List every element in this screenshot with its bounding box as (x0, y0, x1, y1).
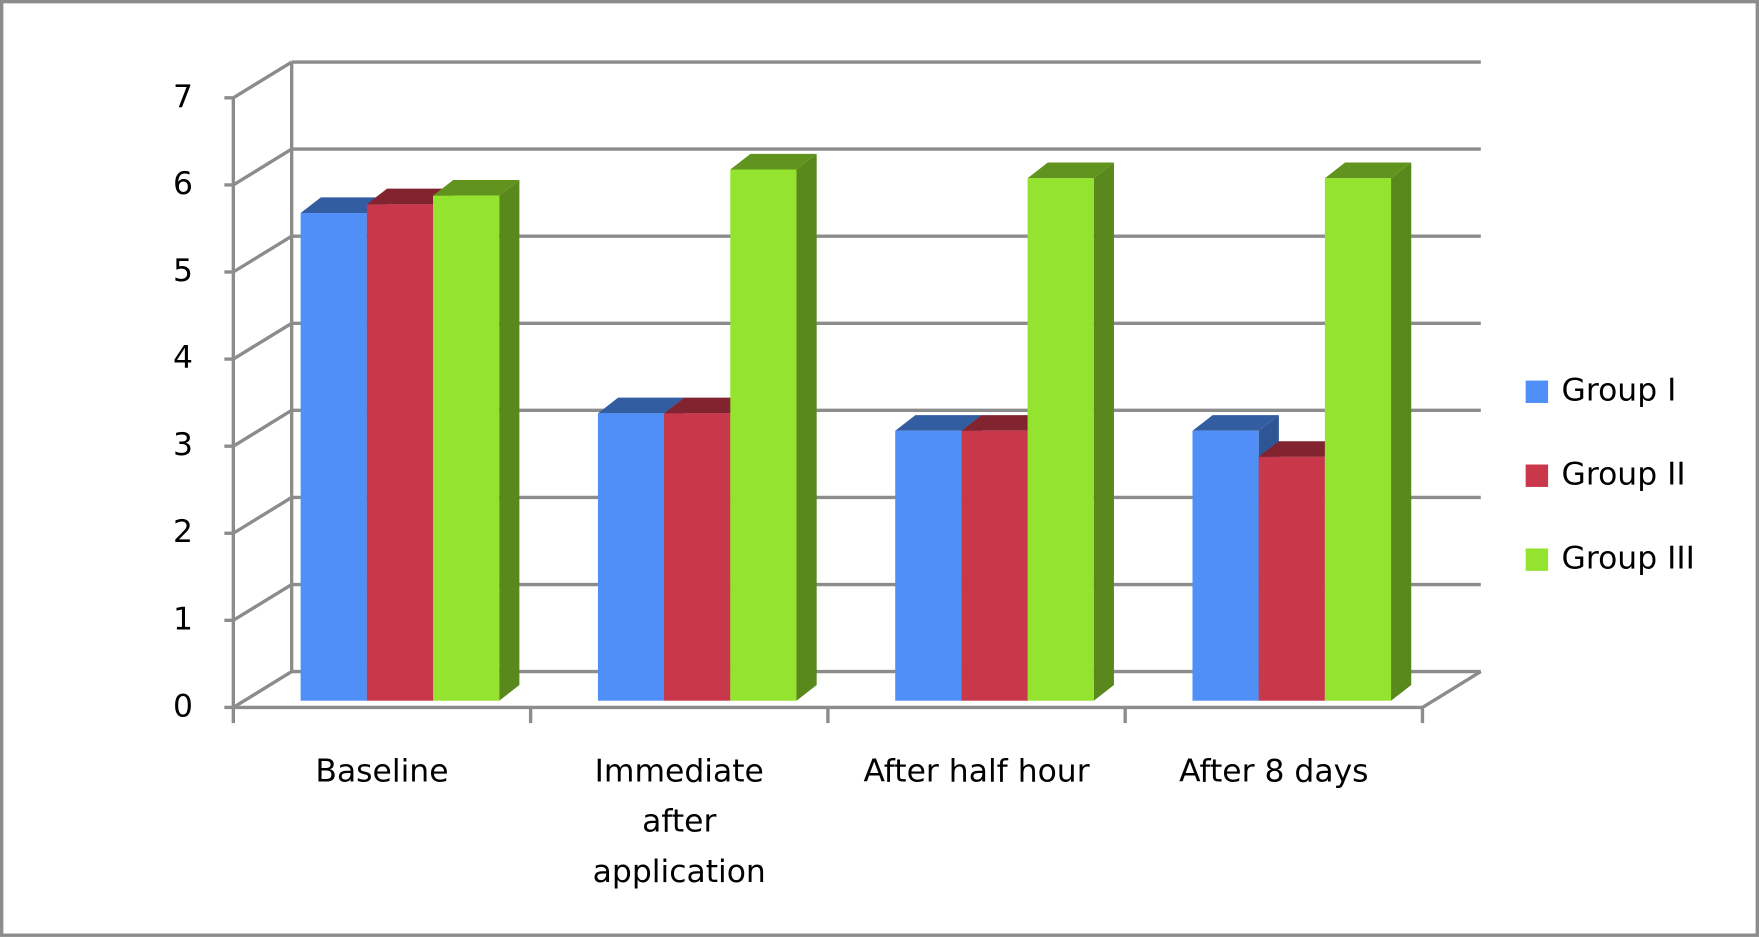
bar (300, 213, 367, 701)
y-tick-label: 5 (173, 253, 193, 289)
bar-side (796, 153, 817, 701)
legend-label: Group III (1562, 541, 1695, 577)
bar (1027, 178, 1094, 701)
bar-top (730, 153, 817, 170)
x-tick-label: After half hour (863, 753, 1089, 789)
side-grid-line (232, 670, 293, 709)
bar-top (433, 179, 520, 196)
bar-top (300, 197, 388, 214)
bar (961, 430, 1028, 701)
bar-side (1093, 162, 1114, 701)
side-grid-line (232, 147, 293, 187)
bar-side (1391, 162, 1412, 701)
bar (1258, 456, 1325, 701)
side-grid-line (232, 496, 293, 535)
bar (895, 430, 962, 701)
bar-top (1192, 415, 1279, 431)
bar (730, 169, 797, 701)
bar (1192, 430, 1259, 701)
bar-top (895, 415, 982, 431)
y-tick-label: 1 (173, 601, 193, 637)
bar (664, 413, 731, 701)
x-tick-label: After 8 days (1179, 753, 1368, 789)
bar (433, 195, 500, 701)
legend-label: Group I (1562, 373, 1677, 409)
side-grid-line (232, 321, 293, 361)
legend-swatch (1525, 464, 1549, 487)
side-grid-line (232, 408, 293, 448)
side-grid-line (232, 60, 293, 100)
bar-top (1324, 162, 1412, 179)
bar-side (499, 179, 520, 701)
x-tick-label: Baseline (315, 753, 448, 789)
bar (366, 204, 434, 701)
bar-top (664, 397, 751, 414)
bar-top (597, 397, 685, 414)
bar-top (1258, 441, 1346, 457)
legend-swatch (1525, 380, 1549, 403)
bar (597, 413, 665, 701)
y-tick-label: 0 (173, 688, 193, 724)
bar-top (366, 188, 454, 205)
bar-top (1027, 162, 1114, 179)
side-grid-line (232, 234, 293, 274)
bar (1324, 178, 1392, 701)
y-tick-label: 3 (173, 427, 193, 463)
legend-swatch (1525, 548, 1549, 571)
legend-label: Group II (1562, 457, 1686, 493)
y-tick-label: 7 (173, 79, 193, 115)
bar-top (961, 415, 1048, 431)
y-tick-label: 4 (173, 340, 193, 376)
x-tick-label: Immediate after application (593, 753, 766, 890)
side-grid-line (232, 583, 293, 622)
y-tick-label: 2 (173, 514, 193, 550)
y-tick-label: 6 (173, 166, 193, 202)
